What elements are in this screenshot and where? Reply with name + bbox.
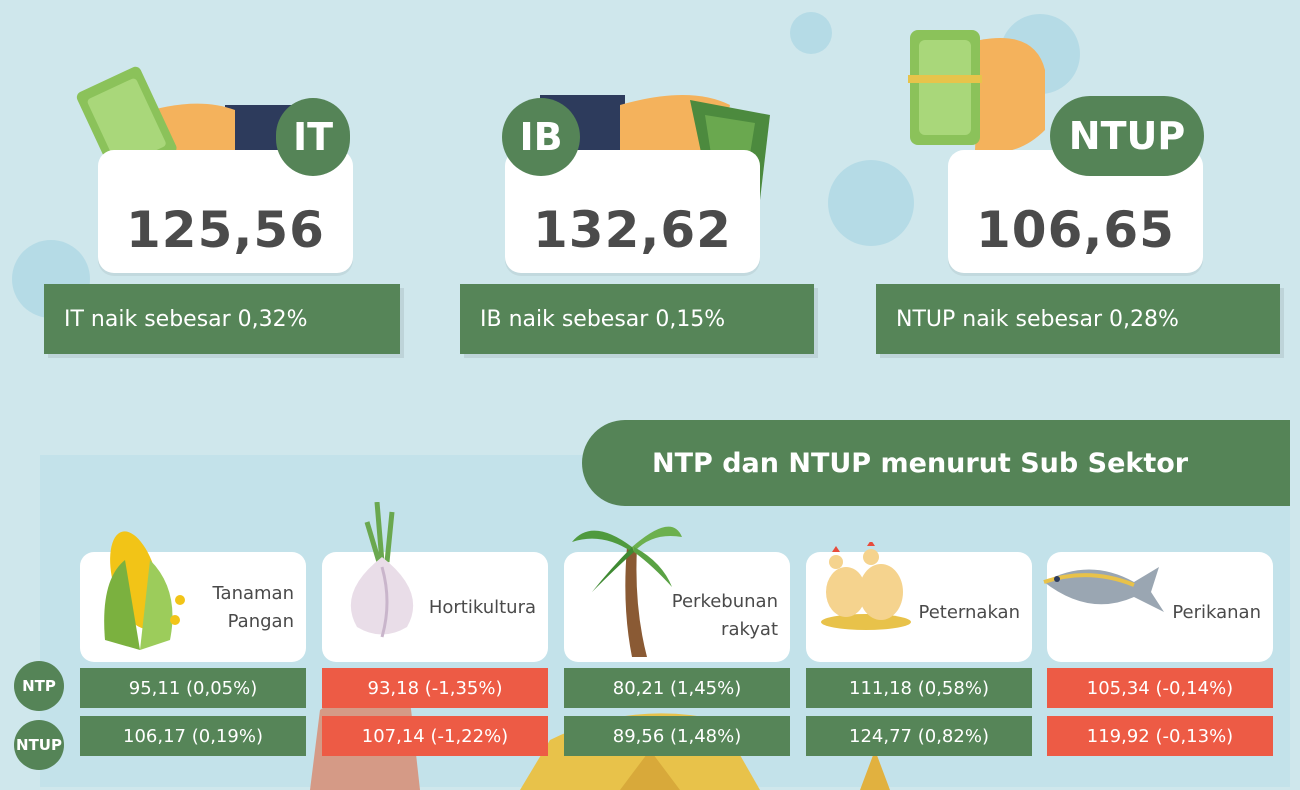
garlic-icon (350, 502, 414, 638)
chicken-icon (821, 542, 911, 630)
subsector-label: Tanaman Pangan (213, 580, 294, 636)
ntp-cell-hortikultura: 93,18 (-1,35%) (322, 668, 548, 708)
ntup-cell-tanaman-pangan: 106,17 (0,19%) (80, 716, 306, 756)
subsector-card-tanaman-pangan: Tanaman Pangan (80, 531, 306, 662)
it-value: 125,56 (126, 201, 325, 259)
ntp-cell-perikanan: 105,34 (-0,14%) (1047, 668, 1273, 708)
subsector-label-line1: Peternakan (918, 602, 1021, 623)
background-circle (790, 12, 832, 54)
subsector-label-line1: Hortikultura (428, 597, 536, 618)
ntup-cell-perkebunan: 89,56 (1,48%) (564, 716, 790, 756)
ntup-badge: NTUP (1050, 96, 1204, 176)
subsector-label-line1: Perkebunan (671, 591, 778, 612)
ib-value: 132,62 (533, 201, 732, 259)
it-note: IT naik sebesar 0,32% (44, 284, 400, 354)
fish-icon (1043, 567, 1164, 612)
ntp-cell-perkebunan: 80,21 (1,45%) (564, 668, 790, 708)
subsector-label-line1: Tanaman (212, 583, 294, 604)
ntup-note: NTUP naik sebesar 0,28% (876, 284, 1280, 354)
subsector-label-line2: Pangan (227, 611, 294, 632)
subsector-label: Perikanan (1172, 599, 1261, 627)
subsector-label: Hortikultura (429, 594, 536, 622)
subsector-label-line2: rakyat (721, 619, 778, 640)
ntup-cell-hortikultura: 107,14 (-1,22%) (322, 716, 548, 756)
corn-icon (104, 531, 185, 650)
ntup-value: 106,65 (976, 201, 1175, 259)
subsector-card-hortikultura: Hortikultura (322, 502, 548, 662)
ib-badge: IB (502, 98, 580, 176)
ntup-cell-perikanan: 119,92 (-0,13%) (1047, 716, 1273, 756)
subsector-label-line1: Perikanan (1172, 602, 1261, 623)
subsector-card-perkebunan-rakyat: Perkebunan rakyat (564, 526, 790, 662)
it-badge: IT (276, 98, 350, 176)
background-circle (828, 160, 914, 246)
row-label-ntp: NTP (14, 661, 64, 711)
ntp-cell-peternakan: 111,18 (0,58%) (806, 668, 1032, 708)
ib-note: IB naik sebesar 0,15% (460, 284, 814, 354)
row-label-ntup: NTUP (14, 720, 64, 770)
subsector-card-perikanan: Perikanan (1043, 552, 1273, 662)
palm-tree-icon (572, 526, 682, 657)
subsector-label: Peternakan (919, 599, 1021, 627)
subsector-label: Perkebunan rakyat (672, 588, 778, 644)
ntup-cell-peternakan: 124,77 (0,82%) (806, 716, 1032, 756)
ntp-cell-tanaman-pangan: 95,11 (0,05%) (80, 668, 306, 708)
subsector-card-peternakan: Peternakan (806, 542, 1032, 662)
section-title: NTP dan NTUP menurut Sub Sektor (582, 420, 1290, 506)
